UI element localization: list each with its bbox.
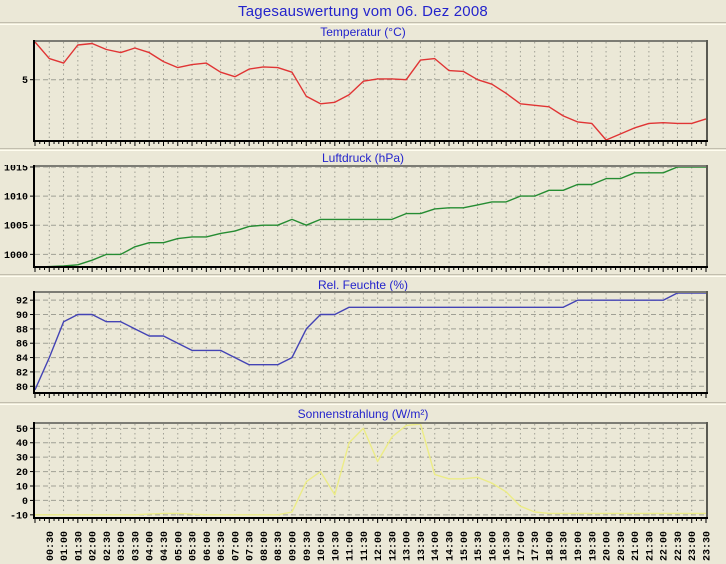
x-axis-time-label: 08:30: [274, 531, 285, 561]
section-divider: [0, 148, 726, 151]
y-axis-label: 5: [22, 76, 28, 87]
x-axis-time-label: 02:00: [89, 531, 100, 561]
x-axis-time-label: 23:00: [688, 531, 699, 561]
x-axis-time-label: 10:30: [331, 531, 342, 561]
x-axis-time-label: 09:30: [303, 531, 314, 561]
title-divider: [0, 22, 726, 25]
x-axis-time-label: 14:30: [446, 531, 457, 561]
x-axis-time-label: 22:00: [660, 531, 671, 561]
x-axis-time-label: 18:30: [560, 531, 571, 561]
y-axis-label: -10: [10, 511, 28, 522]
x-axis-time-label: 16:00: [488, 531, 499, 561]
x-axis-time-label: 01:30: [74, 531, 85, 561]
y-axis-label: 1015: [4, 165, 28, 175]
y-axis-label: 50: [16, 425, 28, 436]
x-axis-time-label: 04:30: [160, 531, 171, 561]
x-axis-time-label: 12:30: [388, 531, 399, 561]
x-axis-time-label: 13:00: [403, 531, 414, 561]
x-axis-time-label: 08:00: [260, 531, 271, 561]
chart-title-solar: Sonnenstrahlung (W/m²): [297, 407, 429, 421]
section-divider: [0, 274, 726, 277]
x-axis-time-label: 02:30: [103, 531, 114, 561]
y-axis-label: 1000: [4, 251, 28, 262]
x-axis-time-label: 06:00: [203, 531, 214, 561]
x-axis-time-label: 09:00: [288, 531, 299, 561]
page-title: Tagesauswertung vom 06. Dez 2008: [238, 3, 488, 20]
pressure-series-line: [34, 166, 706, 267]
temperature-series-line: [34, 41, 707, 141]
x-axis-time-label: 15:00: [460, 531, 471, 561]
y-axis-label: 30: [16, 454, 28, 465]
x-axis-time-label: 22:30: [674, 531, 685, 561]
x-axis-time-label: 04:00: [146, 531, 157, 561]
x-axis-time-label: 05:00: [174, 531, 185, 561]
x-axis-time-label: 12:00: [374, 531, 385, 561]
chart-title-temperature: Temperatur (°C): [320, 25, 406, 39]
chart-title-pressure: Luftdruck (hPa): [321, 151, 405, 165]
x-axis-time-label: 19:30: [588, 531, 599, 561]
humidity-chart: 80 82 84 86 88 90 92: [16, 291, 708, 398]
x-axis-time-label: 21:30: [645, 531, 656, 561]
x-axis-time-label: 16:30: [503, 531, 514, 561]
x-axis-time-label: 20:30: [617, 531, 628, 561]
section-divider: [0, 402, 726, 405]
y-axis-label: 40: [16, 439, 28, 450]
y-axis-label: 92: [16, 297, 28, 308]
x-axis-time-label: 07:00: [231, 531, 242, 561]
humidity-series-line: [34, 292, 706, 391]
y-axis-label: 80: [16, 383, 28, 394]
x-axis-time-label: 01:00: [60, 531, 71, 561]
y-axis-label: 1010: [4, 193, 28, 204]
x-axis-time-label: 15:30: [474, 531, 485, 561]
x-axis-time-label: 17:30: [531, 531, 542, 561]
pressure-chart: 1000 1005 1010 1015: [4, 165, 708, 272]
x-axis-time-label: 21:00: [631, 531, 642, 561]
x-axis-time-label: 18:00: [545, 531, 556, 561]
x-axis-time-label: 10:00: [317, 531, 328, 561]
x-axis-time-label: 23:30: [703, 531, 714, 561]
x-axis-time-label: 17:00: [517, 531, 528, 561]
x-axis-time-label: 03:00: [117, 531, 128, 561]
x-axis-time-label: 06:30: [217, 531, 228, 561]
y-axis-label: 84: [16, 354, 28, 365]
y-axis-label: 90: [16, 311, 28, 322]
y-axis-label: 82: [16, 368, 28, 379]
x-axis-time-label: 14:00: [431, 531, 442, 561]
x-axis-time-label: 07:30: [246, 531, 257, 561]
y-axis-label: 86: [16, 340, 28, 351]
x-axis-time-label: 05:30: [189, 531, 200, 561]
x-axis-time-label: 11:00: [346, 531, 357, 561]
temperature-chart: 5: [22, 40, 708, 146]
x-axis-time-label: 11:30: [360, 531, 371, 561]
x-axis-time-label: 03:30: [131, 531, 142, 561]
y-axis-label: 10: [16, 483, 28, 494]
y-axis-label: 20: [16, 468, 28, 479]
solar-series-line: [35, 423, 706, 516]
y-axis-label: 88: [16, 325, 28, 336]
chart-title-humidity: Rel. Feuchte (%): [317, 278, 409, 292]
y-axis-label: 0: [22, 497, 28, 508]
x-axis-time-label: 00:30: [46, 531, 57, 561]
x-axis-time-label: 20:00: [603, 531, 614, 561]
y-axis-label: 1005: [4, 222, 28, 233]
x-axis-time-label: 13:30: [417, 531, 428, 561]
x-axis-time-label: 19:00: [574, 531, 585, 561]
